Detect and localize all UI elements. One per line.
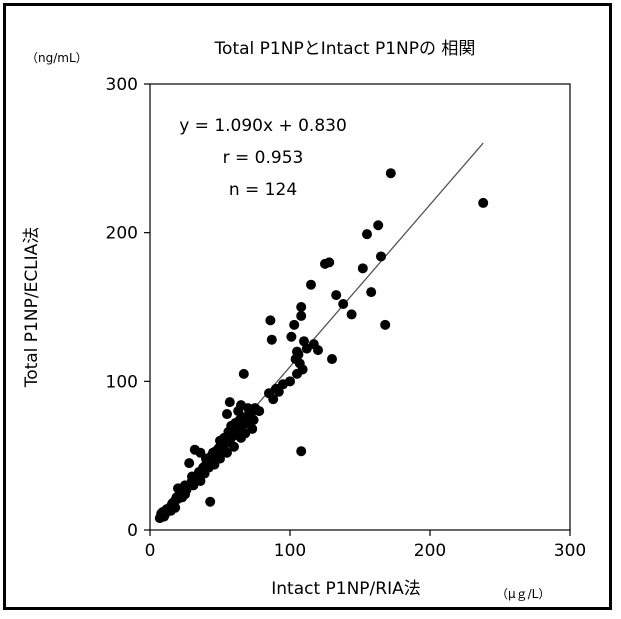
data-point — [362, 229, 372, 240]
data-point — [296, 310, 307, 321]
chart-frame — [3, 3, 612, 610]
data-point — [380, 319, 391, 330]
x-tick-label: 100 — [274, 541, 306, 561]
correlation-coefficient: r = 0.953 — [223, 148, 304, 168]
data-point — [297, 364, 308, 375]
data-point — [296, 446, 307, 457]
y-tick-label: 300 — [106, 75, 138, 95]
data-point — [327, 354, 337, 365]
data-point — [313, 345, 323, 356]
data-point — [247, 423, 258, 434]
data-point — [324, 257, 335, 268]
data-point — [366, 287, 377, 298]
data-point — [222, 447, 232, 458]
plot-area-border — [149, 83, 571, 531]
y-axis-ticks: 0 100 200 300 — [106, 75, 150, 541]
data-point — [289, 319, 300, 330]
data-point — [229, 441, 239, 452]
x-axis-ticks: 0 100 200 300 — [145, 530, 586, 561]
data-point — [205, 496, 216, 507]
x-axis-label: Intact P1NP/RIA法 — [271, 579, 421, 599]
data-point — [285, 376, 295, 387]
y-tick-label: 0 — [127, 521, 138, 541]
data-point — [195, 475, 206, 486]
data-point — [331, 290, 342, 301]
data-point — [170, 502, 181, 513]
y-unit-label: （ng/mL） — [26, 51, 88, 65]
data-point — [273, 386, 284, 397]
regression-equation: y = 1.090x + 0.830 — [179, 116, 347, 136]
data-point — [184, 458, 195, 469]
x-tick-label: 300 — [554, 541, 586, 561]
data-point — [346, 309, 357, 320]
data-point — [385, 168, 396, 179]
data-point — [238, 368, 249, 379]
data-point — [286, 331, 297, 342]
data-point — [248, 414, 259, 425]
data-point — [268, 394, 279, 405]
data-point — [265, 315, 276, 326]
x-tick-label: 0 — [145, 541, 156, 561]
data-point — [357, 263, 368, 274]
x-tick-label: 200 — [414, 541, 446, 561]
data-point — [224, 397, 235, 408]
data-point — [338, 299, 349, 310]
y-tick-label: 200 — [106, 224, 138, 244]
y-tick-label: 100 — [106, 372, 138, 392]
y-axis-label: Total P1NP/ECLIA法 — [22, 227, 42, 389]
data-point — [478, 197, 489, 208]
data-point — [296, 302, 307, 312]
x-unit-label: （μｇ/L） — [496, 587, 550, 601]
data-point — [373, 220, 384, 231]
data-points — [154, 168, 489, 524]
data-point — [215, 453, 225, 464]
chart-title: Total P1NPとIntact P1NPの 相関 — [214, 39, 476, 59]
data-point — [306, 279, 316, 290]
data-point — [222, 409, 232, 420]
data-point — [376, 251, 386, 262]
sample-count: n = 124 — [229, 180, 297, 200]
data-point — [254, 406, 265, 417]
data-point — [293, 349, 304, 360]
data-point — [266, 334, 277, 345]
